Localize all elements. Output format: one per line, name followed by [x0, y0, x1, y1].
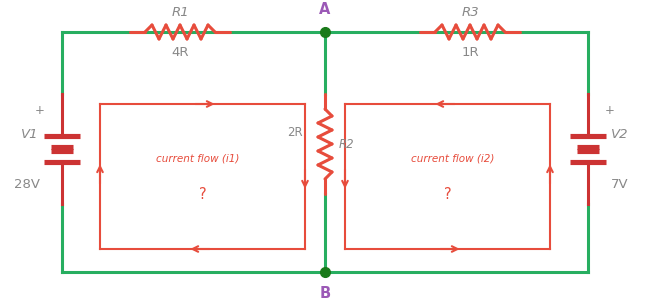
Text: V2: V2: [611, 127, 629, 140]
Text: current flow (i2): current flow (i2): [411, 154, 494, 164]
Text: 2R: 2R: [287, 126, 303, 139]
Text: ?: ?: [444, 187, 451, 202]
Text: current flow (i1): current flow (i1): [156, 154, 239, 164]
Text: B: B: [319, 286, 331, 302]
Text: 4R: 4R: [171, 46, 188, 58]
Text: 7V: 7V: [611, 178, 629, 191]
Text: R2: R2: [339, 137, 355, 150]
Text: 1R: 1R: [462, 46, 479, 58]
Text: +: +: [35, 105, 45, 118]
Text: V1: V1: [21, 127, 39, 140]
Text: ?: ?: [199, 187, 206, 202]
Text: +: +: [605, 105, 615, 118]
Text: A: A: [319, 2, 331, 18]
Text: 28V: 28V: [14, 178, 40, 191]
Text: R1: R1: [171, 5, 188, 19]
Text: R3: R3: [462, 5, 479, 19]
